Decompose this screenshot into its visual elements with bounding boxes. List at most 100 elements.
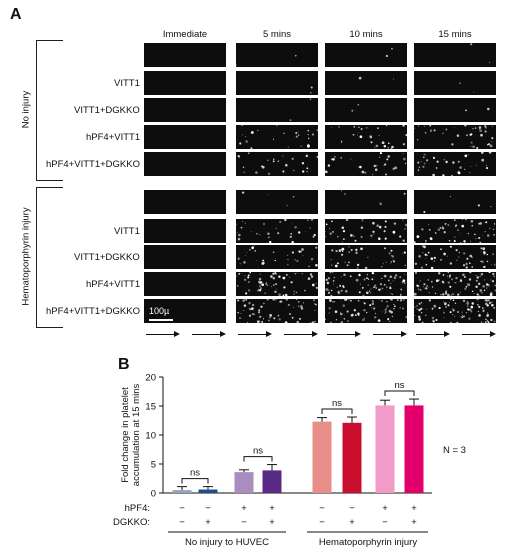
hpf4-sign: − [319,503,325,514]
micrograph [325,245,407,269]
flow-arrow [238,331,272,337]
flow-arrow [327,331,361,337]
micrograph [236,299,318,323]
timepoint-label: 5 mins [263,29,291,40]
significance-label: ns [190,468,200,479]
micrograph [236,152,318,176]
micrograph [144,43,226,67]
group-bracket [36,40,63,181]
micrograph [325,125,407,149]
micrograph [236,219,318,243]
micrograph [414,299,496,323]
dgkko-sign: + [411,517,417,528]
y-tick-label: 20 [145,373,156,384]
row-label: hPF4+VITT1+DGKKO [46,306,140,317]
micrograph [414,190,496,214]
flow-arrow [416,331,450,337]
group-label: Hematoporphyrin injury [319,537,417,548]
timepoint-label: 15 mins [438,29,472,40]
dgkko-sign: − [241,517,247,528]
y-axis-label-line: Fold change in platelet [120,387,131,483]
bar [404,405,424,493]
timepoint-label: 10 mins [349,29,383,40]
y-axis-label: Fold change in plateletaccumulation at 1… [120,384,142,487]
micrograph [236,71,318,95]
row-label: VITT1+DGKKO [74,252,140,263]
hpf4-sign: − [349,503,355,514]
micrograph [325,98,407,122]
dgkko-sign: − [179,517,185,528]
hpf4-row-label: hPF4: [125,503,150,514]
significance-label: ns [253,446,263,457]
bar [198,489,218,493]
bar [234,472,254,493]
micrograph [414,71,496,95]
micrograph [414,125,496,149]
micrograph [414,98,496,122]
significance-label: ns [394,380,404,391]
dgkko-row-label: DGKKO: [113,517,150,528]
micrograph [325,272,407,296]
micrograph [144,71,226,95]
hpf4-sign: + [269,503,275,514]
timepoint-label: Immediate [162,29,208,40]
significance-bracket [181,478,209,484]
dgkko-sign: − [319,517,325,528]
micrograph [236,98,318,122]
dgkko-sign: − [382,517,388,528]
row-label: VITT1+DGKKO [74,105,140,116]
micrograph [144,245,226,269]
dgkko-sign: + [349,517,355,528]
flow-arrow [284,331,318,337]
hpf4-sign: + [241,503,247,514]
dgkko-sign: + [205,517,211,528]
scalebar [149,319,173,321]
n-label: N = 3 [443,445,466,456]
flow-arrow [462,331,496,337]
hpf4-sign: − [179,503,185,514]
flow-arrow [146,331,180,337]
micrograph [414,219,496,243]
row-label: VITT1 [114,226,140,237]
micrograph [414,245,496,269]
micrograph [144,190,226,214]
micrograph [144,272,226,296]
row-label: hPF4+VITT1 [86,279,141,290]
dgkko-sign: + [269,517,275,528]
micrograph [144,152,226,176]
micrograph [144,219,226,243]
hpf4-sign: + [411,503,417,514]
micrograph [325,43,407,67]
scalebar-label: 100µ [149,306,170,316]
y-tick-label: 0 [151,489,156,500]
micrograph [325,299,407,323]
significance-bracket [243,456,273,462]
row-label: hPF4+VITT1+DGKKO [46,159,140,170]
micrograph [414,272,496,296]
micrograph [414,152,496,176]
bar [342,422,362,493]
group-bracket [36,187,63,328]
flow-arrow [373,331,407,337]
micrograph [414,43,496,67]
flow-arrow [192,331,226,337]
micrograph [236,272,318,296]
panel-b-letter: B [118,356,130,373]
hpf4-sign: + [382,503,388,514]
micrograph [236,43,318,67]
group-label: No injury to HUVEC [185,537,269,548]
y-axis-label-line: accumulation at 15 mins [131,384,142,487]
y-tick-label: 5 [151,460,156,471]
significance-bracket [321,408,353,415]
row-label: hPF4+VITT1 [86,132,141,143]
y-tick-label: 10 [145,431,156,442]
micrograph [236,245,318,269]
micrograph [236,125,318,149]
bar [172,490,192,493]
bar [262,470,282,493]
bar [312,421,332,493]
micrograph [144,125,226,149]
bar [375,405,395,493]
micrograph [325,219,407,243]
